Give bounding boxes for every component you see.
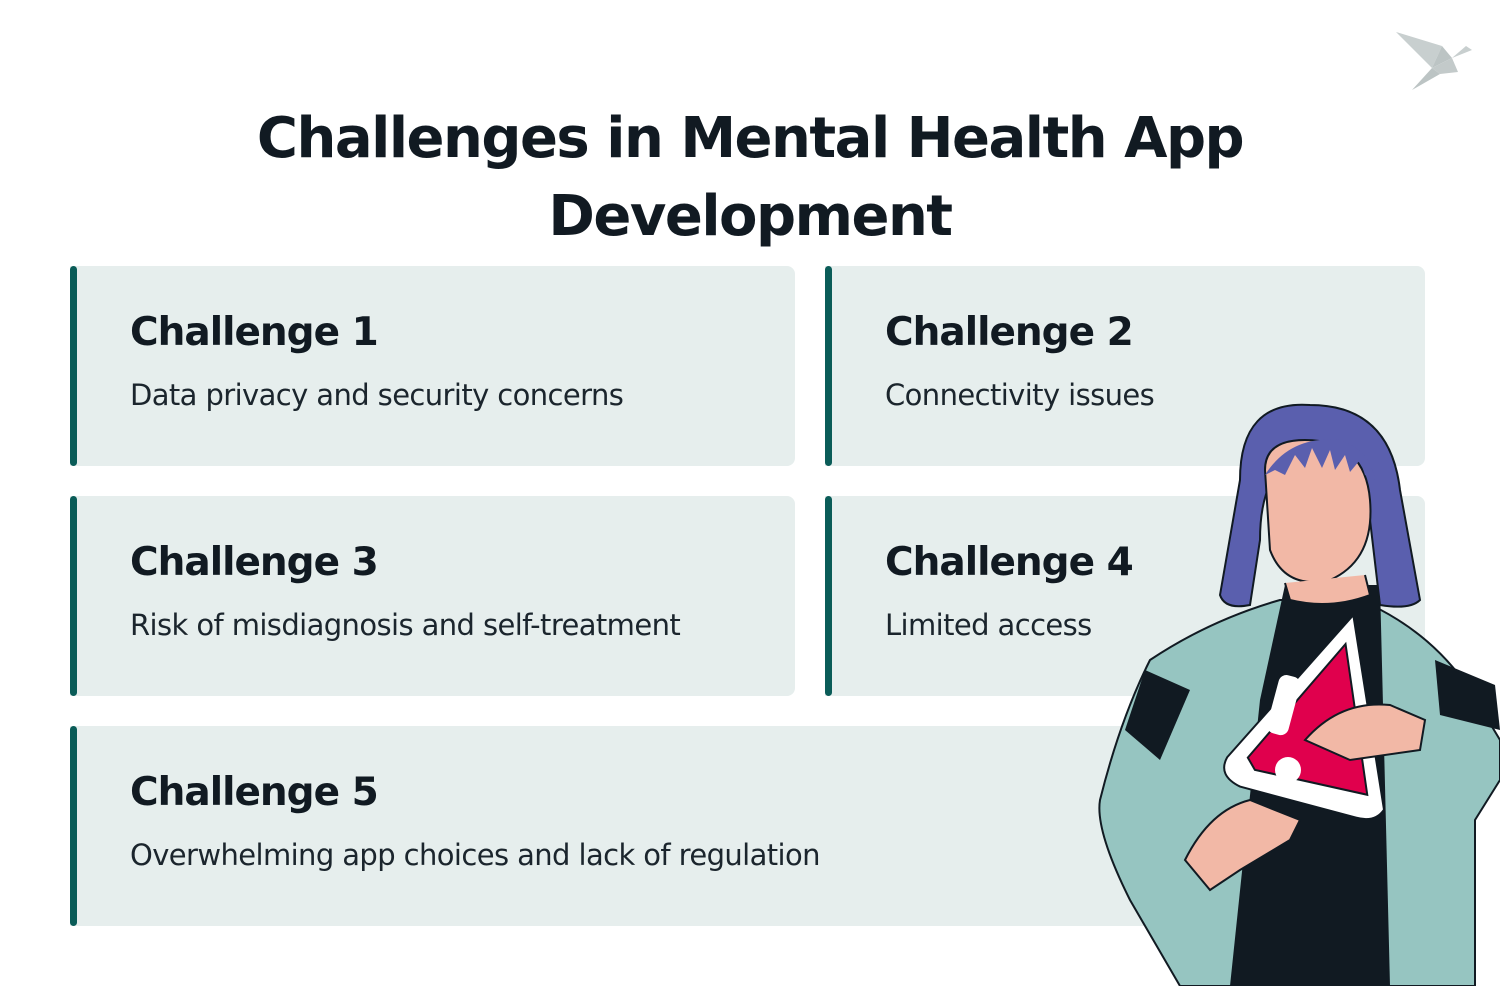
woman-warning-sign-illustration [1090,400,1500,990]
challenge-heading: Challenge 2 [885,310,1134,355]
challenge-description: Overwhelming app choices and lack of reg… [130,838,821,872]
title-line-2: Development [548,183,953,249]
challenge-description: Risk of misdiagnosis and self-treatment [130,608,681,642]
challenge-heading: Challenge 5 [130,770,379,815]
challenge-card-1: Challenge 1 Data privacy and security co… [70,266,795,466]
challenge-description: Data privacy and security concerns [130,378,624,412]
challenge-card-3: Challenge 3 Risk of misdiagnosis and sel… [70,496,795,696]
origami-bird-logo-icon [1392,28,1472,96]
warning-triangle-icon [1223,612,1386,821]
challenge-description: Limited access [885,608,1092,642]
challenge-heading: Challenge 4 [885,540,1134,585]
challenge-heading: Challenge 1 [130,310,379,355]
title-line-1: Challenges in Mental Health App [256,105,1245,171]
challenge-heading: Challenge 3 [130,540,379,585]
challenge-description: Connectivity issues [885,378,1155,412]
challenge-card-5: Challenge 5 Overwhelming app choices and… [70,726,1170,926]
page-title: Challenges in Mental Health App Developm… [0,100,1500,256]
